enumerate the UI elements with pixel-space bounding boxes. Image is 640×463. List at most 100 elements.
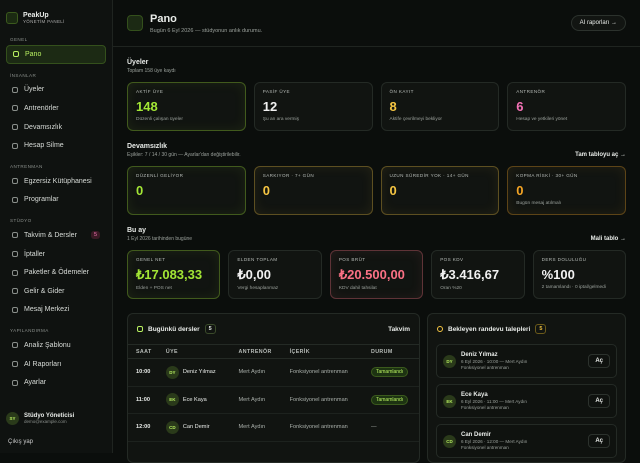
nav-item[interactable]: Pano: [6, 45, 106, 64]
nav-label: Takvim & Dersler: [24, 231, 77, 239]
nav-label: AI Raporları: [24, 360, 62, 368]
brand: PeakUp YÖNETİM PANELİ: [6, 8, 106, 28]
section-link[interactable]: Mali tablo →: [590, 236, 626, 242]
status: Tamamlandı: [370, 394, 409, 405]
avatar: CD: [165, 420, 179, 434]
stat-card[interactable]: GENEL NET ₺17.083,33 Elden + POS net: [127, 250, 221, 299]
stat-card[interactable]: ELDEN TOPLAM ₺0,00 Vergi hesaplanmaz: [228, 250, 322, 299]
lesson-content: Fonksiyonel antrenman: [281, 358, 363, 387]
stat-card[interactable]: KOPMA RİSKİ · 30+ GÜN 0 Bugün mesaj atılma…: [507, 166, 626, 215]
nav-label: Mesaj Merkezi: [24, 306, 70, 314]
stat-label: PASİF ÜYE: [262, 89, 291, 94]
stat-value: ₺17.083,33: [136, 267, 203, 282]
nav-icon: [12, 251, 18, 258]
section-link[interactable]: Tam tabloyu aç →: [575, 152, 626, 158]
nav-icon: [12, 196, 18, 203]
section-header: Üyeler Toplam 158 üye kaydı: [127, 59, 626, 74]
stat-note: 2 tamamlandı · 0 iptal/gelmedi: [541, 285, 606, 290]
column-header: ANTRENÖR: [230, 344, 282, 359]
nav-label: Devamsızlık: [24, 123, 63, 131]
stat-card[interactable]: SARKIYOR · 7+ GÜN 0: [253, 166, 373, 215]
nav-label: Üyeler: [24, 86, 45, 94]
status: —: [370, 424, 377, 431]
column-header: DURUM: [362, 344, 419, 359]
nav-item[interactable]: Gelir & Gider: [6, 282, 106, 301]
section-heading: Üyeler Toplam 158 üye kaydı: [127, 59, 176, 74]
nav-item[interactable]: Devamsızlık: [6, 118, 106, 137]
nav-item[interactable]: Analiz Şablonu: [6, 336, 106, 355]
stat-card[interactable]: POS BRÜT ₺20.500,00 KDV dahil tahsilat: [329, 250, 424, 299]
column-header: SAAT: [128, 344, 158, 359]
nav-item[interactable]: Hesap Silme: [6, 136, 106, 155]
nav-item[interactable]: Takvim & Dersler 5: [6, 226, 106, 245]
user-info: Stüdyo Yöneticisi demo@example.com: [24, 413, 74, 424]
nav-label: Analiz Şablonu: [24, 341, 71, 349]
open-button[interactable]: Aç: [588, 354, 610, 368]
nav-item[interactable]: Ayarlar: [6, 373, 106, 392]
stat-card[interactable]: PASİF ÜYE 12 Şu an ara vermiş: [253, 82, 373, 131]
section-subtitle: Eşikler: 7 / 14 / 30 gün — Ayarlar'dan d…: [127, 152, 241, 158]
calendar-link[interactable]: Takvim: [388, 325, 410, 333]
nav-icon: [12, 178, 18, 185]
member-name: Can Demir: [182, 424, 210, 431]
nav-item[interactable]: AI Raporları: [6, 355, 106, 374]
panel-header: Bugünkü dersler 5 Takvim: [128, 314, 419, 344]
nav-label: Programlar: [24, 196, 59, 204]
user-email: demo@example.com: [24, 419, 67, 424]
column-header: İÇERİK: [281, 344, 363, 359]
request-detail: 6 Eyl 2026 · 12:00 — Mert Aydın: [461, 439, 528, 444]
section-header: Devamsızlık Eşikler: 7 / 14 / 30 gün — Ay…: [127, 143, 626, 158]
nav-icon: [12, 105, 18, 112]
stat-note: Düzenli çalışan üyeler: [136, 117, 183, 122]
nav-item[interactable]: Egzersiz Kütüphanesi: [6, 172, 106, 191]
stat-value: 148: [136, 99, 158, 114]
panel-icon: [137, 326, 143, 332]
stat-value: ₺3.416,67: [440, 267, 500, 282]
lesson-member: DY Deniz Yılmaz: [157, 358, 231, 387]
nav-item[interactable]: Programlar: [6, 191, 106, 210]
section-heading: Bu ay 1 Eyl 2026 tarihinden bugüne: [127, 227, 192, 242]
request-info: Deniz Yılmaz 6 Eyl 2026 · 10:00 — Mert Ay…: [461, 352, 527, 370]
avatar: CD: [443, 434, 456, 448]
stat-label: ANTRENÖR: [516, 89, 546, 94]
nav-label: Pano: [25, 50, 42, 58]
stat-card[interactable]: UZUN SÜREDİR YOK · 14+ GÜN 0: [380, 166, 500, 215]
lesson-row: 11:00 EK Ece Kaya Mert Aydın Fonksiyonel ant…: [128, 386, 419, 414]
header-icon: [127, 15, 143, 31]
reports-button[interactable]: AI raporları →: [570, 15, 626, 31]
stat-card[interactable]: ANTRENÖR 6 Hesap ve yetkileri yönet: [507, 82, 626, 131]
request-content: Fonksiyonel antrenman: [461, 445, 509, 450]
nav-item[interactable]: Üyeler: [6, 81, 106, 100]
stat-card[interactable]: DERS DOLULUĞU %100 2 tamamlandı · 0 iptal/…: [532, 250, 627, 299]
lesson-trainer: Mert Aydın: [230, 358, 282, 387]
nav-icon: [13, 51, 19, 58]
nav-badge: 5: [90, 231, 100, 240]
card-row: AKTİF ÜYE 148 Düzenli çalışan üyeler PASİF …: [127, 82, 626, 131]
nav-icon: [12, 142, 18, 149]
stat-value: 12: [262, 99, 278, 114]
panel-icon: [437, 326, 443, 332]
lessons-table: SAAT ÜYE ANTRENÖR İÇERİK DURUM 10:00 DY Deniz Y…: [128, 344, 419, 442]
nav-item[interactable]: Paketler & Ödemeler: [6, 263, 106, 282]
stat-card[interactable]: POS KDV ₺3.416,67 Oran %20: [431, 250, 525, 299]
open-button[interactable]: Aç: [588, 434, 610, 448]
lessons-panel: Bugünkü dersler 5 Takvim SAAT ÜYE ANTRENÖR İÇE…: [127, 313, 420, 463]
requests-panel: Bekleyen randevu talepleri 5 DY Deniz Yılma…: [427, 313, 626, 463]
stat-label: ELDEN TOPLAM: [237, 257, 278, 262]
logout[interactable]: Çıkış yap: [8, 439, 34, 445]
panels: Bugünkü dersler 5 Takvim SAAT ÜYE ANTRENÖR İÇE…: [127, 313, 626, 463]
page-subtitle: Bugün 6 Eyl 2026 — stüdyonun anlık durum…: [150, 27, 263, 34]
open-button[interactable]: Aç: [588, 394, 610, 408]
column-header: ÜYE: [157, 344, 231, 359]
lesson-trainer: Mert Aydın: [230, 413, 282, 442]
user-name: Stüdyo Yöneticisi: [24, 413, 75, 419]
stat-value: ₺0,00: [237, 267, 271, 282]
nav-item[interactable]: Antrenörler: [6, 99, 106, 118]
stat-card[interactable]: DÜZENLİ GELİYOR 0: [127, 166, 246, 215]
nav-icon: [12, 124, 18, 131]
nav-item[interactable]: İptaller: [6, 245, 106, 264]
panel-header: Bekleyen randevu talepleri 5: [428, 314, 625, 344]
stat-card[interactable]: AKTİF ÜYE 148 Düzenli çalışan üyeler: [127, 82, 246, 131]
stat-card[interactable]: ÖN KAYIT 8 Aktife çevrilmeyi bekliyor: [380, 82, 500, 131]
nav-item[interactable]: Mesaj Merkezi: [6, 301, 106, 320]
